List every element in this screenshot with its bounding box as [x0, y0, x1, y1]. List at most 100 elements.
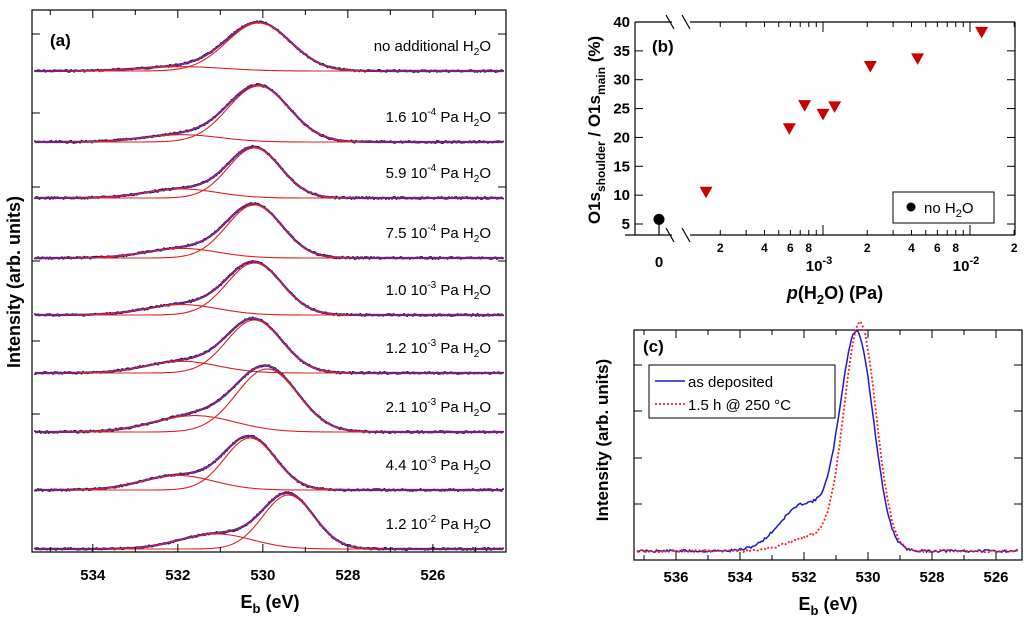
- data-point-h2o: [911, 53, 925, 65]
- axis-break-mark: [665, 227, 675, 243]
- data-point: [377, 69, 380, 71]
- spectrum-1: [34, 20, 504, 73]
- y-tick-label: 20: [613, 129, 630, 146]
- panel-a-curves: [34, 20, 504, 551]
- series-label-8: 4.4 10-3 Pa H2O: [386, 455, 491, 477]
- spectrum-7: [34, 364, 504, 434]
- panel-c-ticks: 536 534 532 530 528 526: [634, 330, 1022, 586]
- line-as-deposited: [636, 329, 1019, 554]
- x-tick-label: 534: [727, 569, 753, 586]
- panel-a-xlabel: Eb (eV): [241, 592, 300, 616]
- y-tick-label: 30: [613, 72, 630, 89]
- panel-a-frame: [31, 9, 507, 553]
- legend-marker-no-h2o: [906, 202, 916, 212]
- panel-b-legend: no H2O: [892, 191, 995, 224]
- fit-sum-line: [35, 21, 503, 72]
- panel-b-label: (b): [652, 37, 674, 56]
- data-point-h2o: [782, 123, 796, 135]
- data-point: [256, 83, 258, 85]
- spectrum-5: [34, 260, 504, 317]
- x-minor-tick-label: 6: [787, 241, 794, 255]
- fit-sum-line: [35, 146, 503, 199]
- data-point: [487, 547, 489, 549]
- x-tick-label: 534: [80, 567, 106, 584]
- x-tick-label: 526: [983, 569, 1008, 586]
- series-label-7: 2.1 10-3 Pa H2O: [386, 397, 491, 419]
- panel-c-legend-box: [648, 364, 836, 419]
- panel-a-series-labels: no additional H2O 1.6 10-4 Pa H2O 5.9 10-4…: [374, 38, 491, 536]
- panel-c-xlabel: Eb (eV): [799, 594, 858, 618]
- panel-b-xlabel: p(H2O) (Pa): [786, 283, 883, 307]
- spectrum-6: [34, 316, 504, 375]
- x-minor-tick-label: 2: [1011, 241, 1018, 255]
- spectrum-8: [34, 434, 504, 492]
- y-tick-label: 10: [613, 187, 630, 204]
- panel-c-spectra-comparison: 536 534 532 530 528 526 (c) as deposited 1.5 …: [593, 320, 1023, 618]
- series-label-5: 1.0 10-3 Pa H2O: [386, 280, 491, 302]
- panel-c-frame: [633, 329, 1023, 561]
- series-label-3: 5.9 10-4 Pa H2O: [386, 163, 491, 185]
- legend-entry-as-deposited: as deposited: [688, 374, 773, 391]
- legend-entry-no-h2o: no H2O: [924, 200, 973, 220]
- x-tick-label: 526: [420, 567, 445, 584]
- x-minor-tick-label: 4: [761, 241, 768, 255]
- x-zero-label: 0: [655, 254, 663, 271]
- panel-c-curves: [636, 320, 1019, 554]
- line-annealed: [636, 320, 1019, 554]
- x-minor-tick-label: 4: [908, 241, 915, 255]
- panel-a-label: (a): [50, 31, 71, 50]
- spectrum-4: [34, 202, 504, 260]
- series-label-1: no additional H2O: [374, 38, 491, 58]
- fit-sum-line: [35, 317, 503, 374]
- y-tick-label: 40: [613, 14, 630, 31]
- x-major-tick-label: 10-2: [953, 255, 979, 275]
- data-point: [83, 71, 86, 73]
- series-label-4: 7.5 10-4 Pa H2O: [386, 223, 491, 245]
- data-point-h2o: [816, 108, 830, 121]
- panel-b-points: [653, 26, 989, 235]
- legend-entry-annealed: 1.5 h @ 250 °C: [688, 397, 791, 414]
- spectrum-9: [34, 491, 504, 551]
- data-point: [494, 71, 497, 73]
- x-minor-tick-label: 6: [934, 241, 941, 255]
- spectrum-3: [34, 144, 504, 200]
- panel-c-label: (c): [643, 337, 664, 356]
- x-major-tick-label: 10-3: [806, 255, 832, 275]
- x-tick-label: 530: [855, 569, 880, 586]
- fit-sum-line: [35, 84, 503, 143]
- fit-sum-line: [35, 435, 503, 491]
- data-point-h2o: [798, 100, 812, 112]
- x-tick-label: 528: [335, 567, 360, 584]
- x-minor-tick-label: 2: [864, 241, 871, 255]
- x-minor-tick-label: 8: [952, 241, 959, 255]
- data-point: [385, 547, 387, 549]
- panel-a-xps-spectra: 534 532 530 528 526 no additional H2O 1.6 10-…: [4, 9, 507, 616]
- axis-break-mark: [681, 227, 691, 243]
- x-tick-label: 530: [250, 567, 275, 584]
- panel-c-ylabel: Intensity (arb. units): [593, 359, 612, 521]
- panel-a-ticks: 534 532 530 528 526: [32, 10, 506, 584]
- data-point-h2o: [828, 101, 842, 113]
- fit-shoulder-component: [35, 304, 503, 316]
- data-point-h2o: [863, 60, 877, 73]
- fit-sum-line: [35, 492, 503, 550]
- axis-break-mark: [665, 14, 675, 30]
- x-tick-label: 528: [919, 569, 944, 586]
- x-tick-label: 532: [791, 569, 816, 586]
- x-tick-label: 536: [663, 569, 688, 586]
- x-tick-label: 532: [165, 567, 190, 584]
- data-point-h2o: [699, 186, 713, 199]
- series-label-6: 1.2 10-3 Pa H2O: [386, 338, 491, 360]
- x-minor-tick-label: 8: [805, 241, 812, 255]
- y-tick-label: 25: [613, 101, 630, 118]
- fit-sum-line: [35, 365, 503, 433]
- y-tick-label: 5: [622, 216, 630, 233]
- series-label-2: 1.6 10-4 Pa H2O: [386, 107, 491, 129]
- x-minor-tick-label: 2: [717, 241, 724, 255]
- panel-c-legend: as deposited 1.5 h @ 250 °C: [648, 364, 836, 419]
- data-point-h2o: [975, 26, 989, 39]
- panel-b-ylabel: O1sshoulder / O1smain (%): [585, 36, 608, 224]
